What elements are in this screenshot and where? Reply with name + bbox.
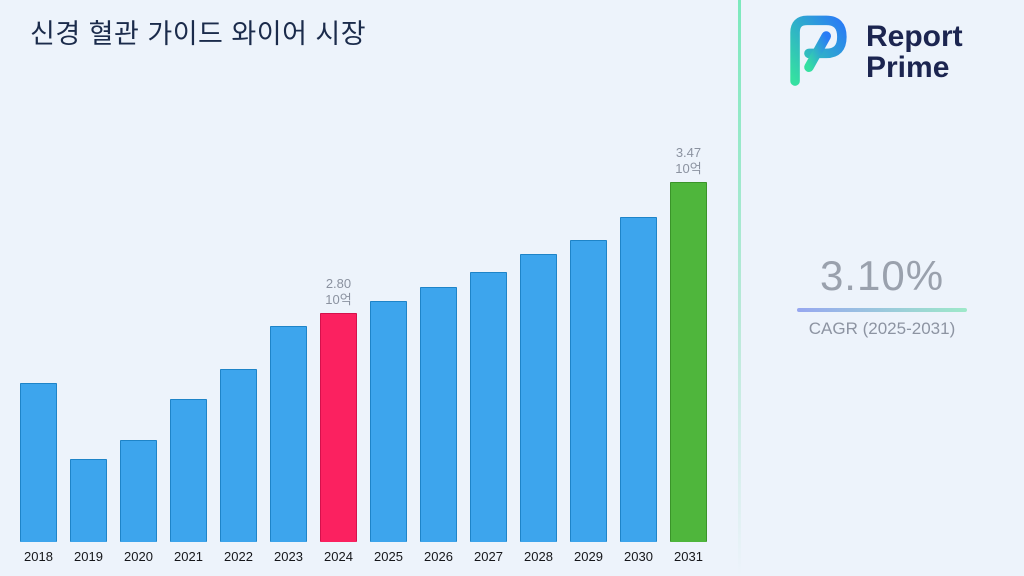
bar-2029 [570, 240, 607, 542]
bar-column: 2020 [120, 440, 157, 564]
x-axis-label: 2023 [274, 549, 303, 564]
brand-name: Report Prime [866, 21, 963, 83]
page-title: 신경 혈관 가이드 와이어 시장 [30, 19, 367, 49]
bar-column: 2022 [220, 369, 257, 564]
bar-column: 2030 [620, 217, 657, 564]
x-axis-label: 2025 [374, 549, 403, 564]
bar-column: 2019 [70, 459, 107, 564]
report-prime-logo-icon [776, 10, 854, 93]
bar-column: 2026 [420, 287, 457, 564]
bar-2024 [320, 313, 357, 542]
bar-value-label: 3.47 10억 [675, 145, 702, 176]
x-axis-label: 2027 [474, 549, 503, 564]
bar-2030 [620, 217, 657, 542]
x-axis-label: 2021 [174, 549, 203, 564]
bar-2018 [20, 383, 57, 542]
bar-value-label: 2.80 10억 [325, 276, 352, 307]
brand-name-line2: Prime [866, 50, 950, 84]
bar-column: 2029 [570, 240, 607, 564]
bar-2025 [370, 301, 407, 542]
bar-column: 2023 [270, 326, 307, 564]
brand-logo: Report Prime [776, 10, 963, 93]
bar-column: 2028 [520, 254, 557, 564]
bar-column: 2021 [170, 399, 207, 564]
bar-column: 2027 [470, 272, 507, 564]
bar-column: 3.47 10억 2031 [670, 145, 707, 564]
bar-column: 2.80 10억 2024 [320, 276, 357, 564]
bar-2022 [220, 369, 257, 542]
x-axis-label: 2020 [124, 549, 153, 564]
x-axis-label: 2018 [24, 549, 53, 564]
bar-column: 2018 [20, 383, 57, 564]
x-axis-label: 2029 [574, 549, 603, 564]
x-axis-label: 2022 [224, 549, 253, 564]
bar-2026 [420, 287, 457, 542]
bar-2019 [70, 459, 107, 542]
cagr-label: CAGR (2025-2031) [808, 319, 956, 338]
cagr-value: 3.10% [819, 252, 945, 299]
x-axis-label: 2030 [624, 549, 653, 564]
bar-chart: 2018 2019 2020 2021 2022 2023 2.80 10억 2024 2025 2… [20, 145, 707, 564]
bar-2031 [670, 182, 707, 542]
bar-2023 [270, 326, 307, 542]
bar-2021 [170, 399, 207, 542]
cagr-block: 3.10% CAGR (2025-2031) [757, 252, 1007, 339]
bar-column: 2025 [370, 301, 407, 564]
bar-2027 [470, 272, 507, 542]
bar-2020 [120, 440, 157, 542]
x-axis-label: 2031 [674, 549, 703, 564]
x-axis-label: 2026 [424, 549, 453, 564]
x-axis-label: 2024 [324, 549, 353, 564]
vertical-divider [738, 0, 741, 576]
brand-name-line1: Report [866, 19, 963, 53]
x-axis-label: 2028 [524, 549, 553, 564]
x-axis-label: 2019 [74, 549, 103, 564]
cagr-divider [797, 308, 967, 312]
bar-2028 [520, 254, 557, 542]
